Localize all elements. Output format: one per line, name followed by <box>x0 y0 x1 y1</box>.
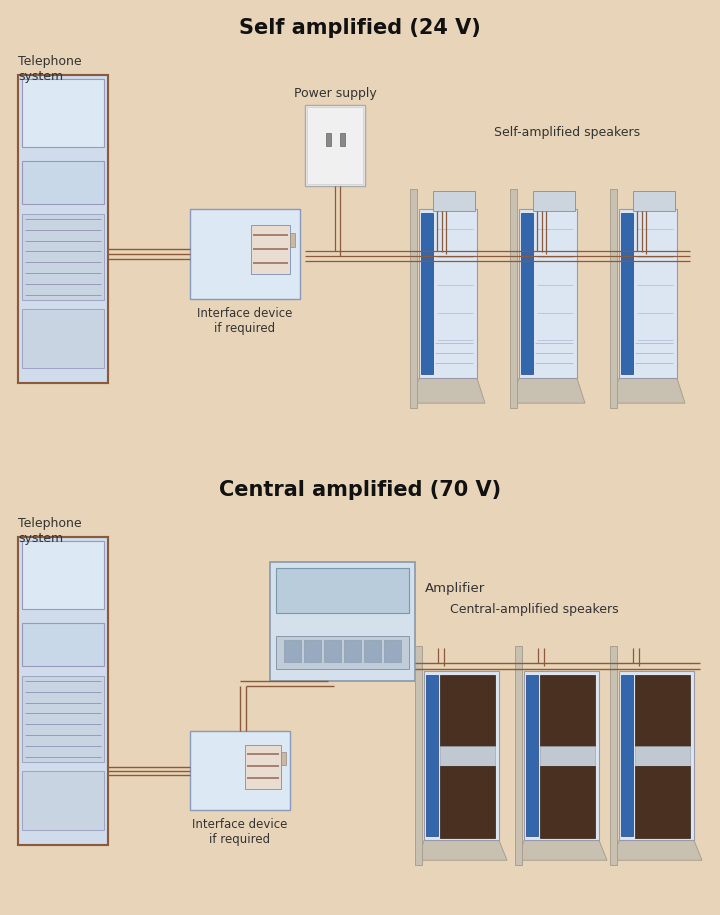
Bar <box>424 671 499 840</box>
Polygon shape <box>511 378 585 404</box>
Bar <box>290 232 295 247</box>
Text: Self amplified (24 V): Self amplified (24 V) <box>239 18 481 38</box>
Bar <box>415 646 422 866</box>
Bar <box>364 640 381 662</box>
Circle shape <box>555 356 563 364</box>
Bar <box>433 191 475 211</box>
Bar <box>340 133 345 146</box>
Bar <box>22 675 104 762</box>
Circle shape <box>369 620 379 630</box>
Text: Interface device
if required: Interface device if required <box>192 818 288 846</box>
Polygon shape <box>613 840 702 860</box>
Bar <box>421 213 433 374</box>
Bar <box>635 767 690 837</box>
Circle shape <box>330 155 340 165</box>
Bar <box>440 767 495 837</box>
Bar <box>410 189 417 408</box>
Bar <box>276 636 409 669</box>
Bar <box>526 675 538 836</box>
Polygon shape <box>611 378 685 404</box>
Bar <box>540 746 595 767</box>
Text: Central-amplified speakers: Central-amplified speakers <box>450 603 618 617</box>
Circle shape <box>455 356 463 364</box>
Circle shape <box>437 356 445 364</box>
Circle shape <box>333 620 343 630</box>
Bar <box>610 646 617 866</box>
Bar <box>515 646 522 866</box>
Bar <box>22 623 104 666</box>
Polygon shape <box>518 840 607 860</box>
Bar <box>419 209 477 378</box>
Bar <box>18 75 108 383</box>
Bar <box>18 75 108 383</box>
Text: Central amplified (70 V): Central amplified (70 V) <box>219 480 501 500</box>
Text: Power supply: Power supply <box>294 87 377 100</box>
Bar <box>510 189 517 408</box>
Bar <box>305 104 365 186</box>
Bar <box>440 675 495 746</box>
Bar <box>245 745 281 789</box>
Bar <box>22 79 104 146</box>
Bar <box>270 562 415 681</box>
Bar <box>22 309 104 368</box>
Bar <box>344 640 361 662</box>
Bar <box>22 213 104 300</box>
Circle shape <box>537 356 545 364</box>
Circle shape <box>297 620 307 630</box>
Bar <box>635 746 690 767</box>
Polygon shape <box>418 840 507 860</box>
Bar <box>22 541 104 608</box>
Bar <box>524 671 599 840</box>
Bar <box>251 225 290 274</box>
Bar <box>633 191 675 211</box>
Bar <box>284 640 301 662</box>
Text: Interface device
if required: Interface device if required <box>197 307 293 335</box>
Bar <box>18 537 108 845</box>
Bar <box>521 213 533 374</box>
Bar <box>426 675 438 836</box>
Bar <box>22 161 104 204</box>
Bar <box>307 106 363 184</box>
Bar <box>540 675 595 746</box>
Text: Telephone
system: Telephone system <box>18 517 81 544</box>
Bar <box>190 209 300 298</box>
Circle shape <box>655 356 663 364</box>
Bar <box>190 731 290 811</box>
Text: Amplifier: Amplifier <box>425 582 485 595</box>
Bar <box>440 746 495 767</box>
Bar <box>619 671 694 840</box>
Bar <box>22 771 104 830</box>
Bar <box>621 213 633 374</box>
Bar <box>533 191 575 211</box>
Bar <box>384 640 401 662</box>
Bar <box>304 640 321 662</box>
Circle shape <box>637 356 645 364</box>
Bar <box>519 209 577 378</box>
Bar <box>635 675 690 746</box>
Bar <box>619 209 677 378</box>
Bar <box>324 640 341 662</box>
Bar <box>540 767 595 837</box>
Bar <box>326 133 331 146</box>
Text: Telephone
system: Telephone system <box>18 55 81 82</box>
Bar <box>610 189 617 408</box>
Bar <box>281 752 286 765</box>
Text: Self-amplified speakers: Self-amplified speakers <box>494 126 640 139</box>
Bar <box>18 537 108 845</box>
Bar <box>276 567 409 613</box>
Bar <box>621 675 633 836</box>
Polygon shape <box>411 378 485 404</box>
